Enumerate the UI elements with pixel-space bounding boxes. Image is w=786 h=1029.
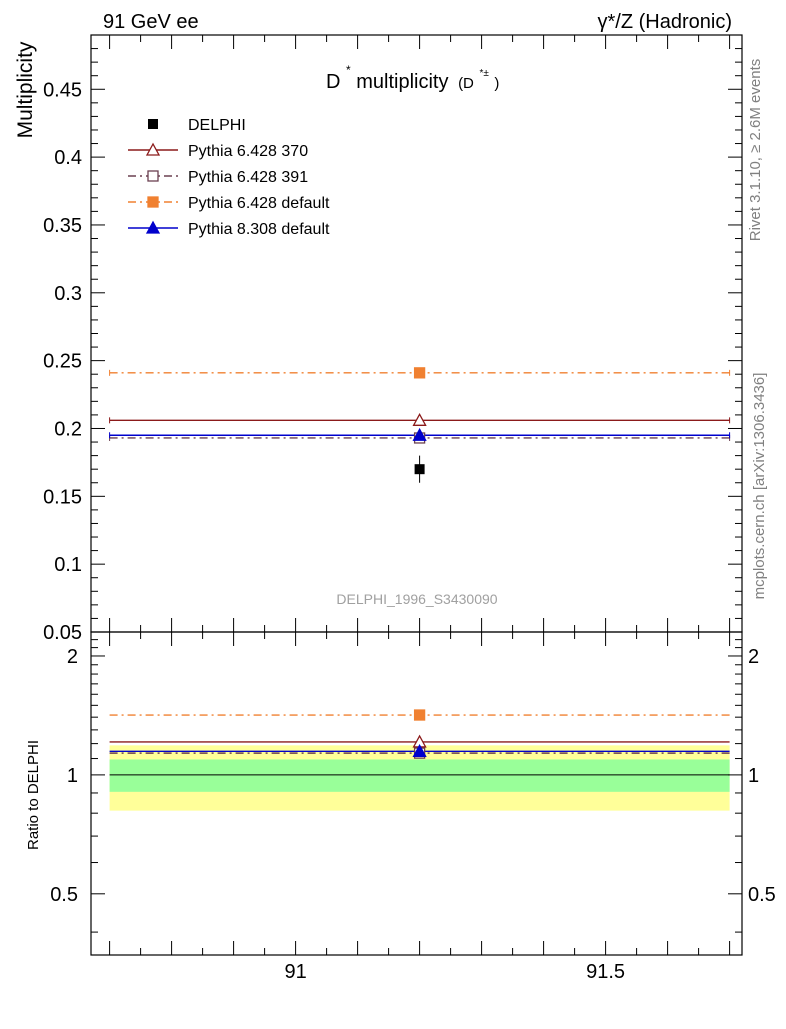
ratio-marker-3	[412, 743, 427, 758]
legend-marker-3	[145, 220, 161, 234]
ratio-tick-label-right: 1	[748, 765, 759, 787]
legend-marker-1	[147, 170, 159, 182]
ratio-marker-2	[413, 709, 426, 721]
legend-label-3: Pythia 8.308 default	[188, 221, 330, 238]
legend-label-delphi: DELPHI	[188, 117, 246, 134]
header-right-label: γ*/Z (Hadronic)	[598, 11, 732, 33]
title-paren-close: )	[494, 75, 499, 92]
y-tick-label: 0.3	[54, 283, 82, 305]
ratio-axis-label: Ratio to DELPHI	[25, 740, 42, 850]
x-tick-label: 91.5	[586, 961, 625, 983]
legend-label-1: Pythia 6.428 391	[188, 169, 308, 186]
y-tick-label: 0.1	[54, 554, 82, 576]
ratio-tick-label-left: 1	[67, 765, 78, 787]
series-marker-0	[412, 412, 427, 426]
chart-title: D * multiplicity (D *± )	[326, 57, 499, 93]
title-text: multiplicity	[356, 71, 448, 93]
title-paren-open: (D	[458, 75, 474, 92]
y-axis-label: Multiplicity	[14, 41, 37, 138]
legend: DELPHI Pythia 6.428 370 Pythia 6.428 391 Py…	[128, 117, 330, 238]
y-tick-label: 0.2	[54, 418, 82, 440]
ratio-band-inner	[109, 759, 730, 792]
axes: 91 91.5 0.05 0.1 0.15 0.2 0.25 0.3 0.35 0.4 0.45 0.…	[43, 34, 776, 983]
y-tick-label: 0.45	[43, 79, 82, 101]
ratio-tick-label-left: 2	[67, 646, 78, 668]
title-paren-sup: *±	[479, 68, 489, 79]
title-sup: *	[346, 63, 351, 77]
ratio-tick-label-right: 0.5	[748, 884, 776, 906]
header-left-label: 91 GeV ee	[103, 11, 199, 33]
y-tick-label: 0.25	[43, 351, 82, 373]
legend-marker-2	[147, 196, 159, 208]
ratio-tick-label-left: 0.5	[50, 884, 78, 906]
legend-marker-delphi	[148, 119, 158, 129]
data-point-delphi	[414, 464, 425, 475]
y-tick-label: 0.15	[43, 486, 82, 508]
series-marker-2	[413, 367, 426, 379]
legend-label-0: Pythia 6.428 370	[188, 143, 308, 160]
legend-label-2: Pythia 6.428 default	[188, 195, 330, 212]
y-tick-label: 0.05	[43, 622, 82, 644]
analysis-watermark: DELPHI_1996_S3430090	[336, 591, 497, 607]
ratio-series-marks	[109, 709, 730, 759]
legend-marker-0	[145, 142, 161, 156]
series-marker-3	[412, 427, 427, 441]
y-tick-label: 0.35	[43, 215, 82, 237]
rivet-label: Rivet 3.1.10, ≥ 2.6M events	[747, 59, 764, 242]
title-main: D	[326, 71, 340, 93]
main-series-marks	[109, 367, 731, 483]
y-tick-label: 0.4	[54, 147, 82, 169]
ratio-frame	[90, 631, 743, 956]
ratio-tick-label-right: 2	[748, 646, 759, 668]
mcplots-label: mcplots.cern.ch [arXiv:1306.3436]	[751, 373, 768, 600]
x-tick-label: 91	[284, 961, 306, 983]
